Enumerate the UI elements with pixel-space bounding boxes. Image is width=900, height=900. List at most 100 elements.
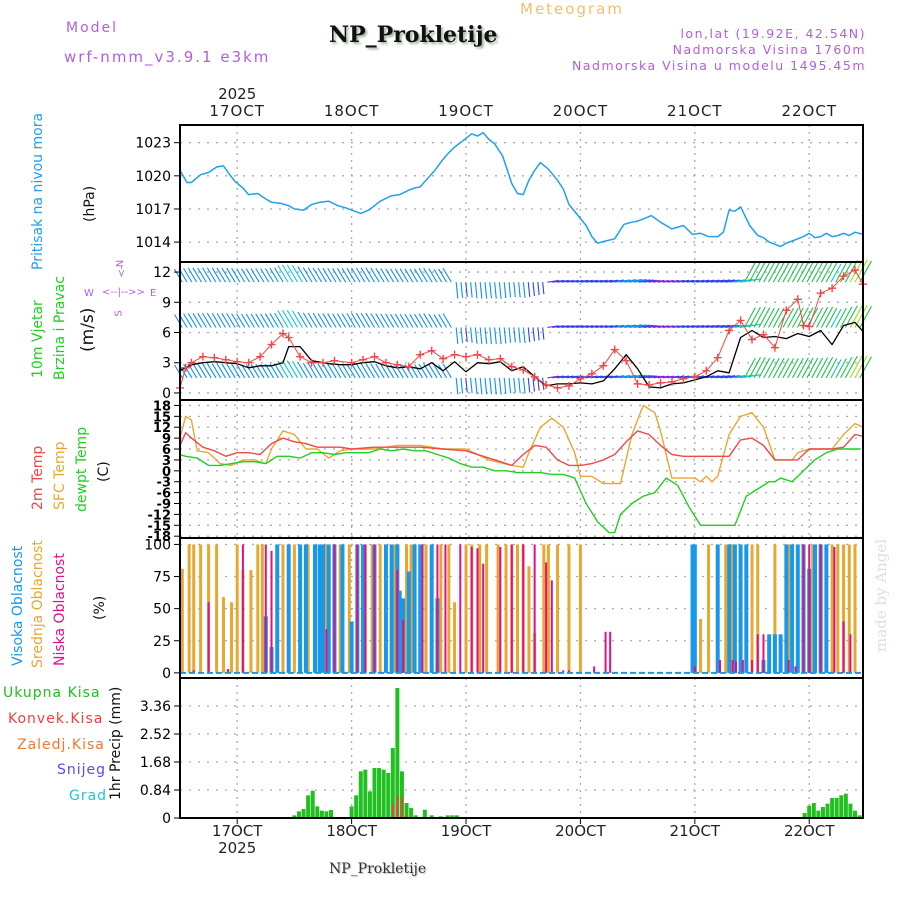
wind-barb (542, 327, 545, 340)
cloud-bar-mid (409, 544, 413, 673)
dewpt-temp-line (179, 448, 861, 534)
precip-bar (306, 795, 311, 818)
lonlat-label: lon,lat (19.92E, 42.54N) (680, 26, 866, 41)
precip-bar (802, 813, 807, 818)
wind-barb (566, 325, 579, 329)
cloud-bar-high (298, 544, 303, 673)
top-date-label: 20OCT (553, 102, 609, 120)
wind-barb (522, 282, 526, 298)
wind-gust-marker (370, 352, 379, 361)
wind-barb (399, 364, 409, 379)
wind-barb (609, 324, 625, 329)
wind-barb (216, 312, 227, 328)
wind-barb (484, 282, 488, 299)
wind-barb (206, 363, 217, 379)
wind-barb (414, 268, 424, 283)
wind-barb (281, 309, 294, 328)
wind-barb (710, 375, 725, 379)
wind-barb (556, 325, 569, 329)
cloud-bar-mid (180, 568, 184, 673)
wind-barb (404, 268, 414, 283)
wind-gust-marker (564, 381, 573, 390)
wind-barb (677, 279, 690, 283)
wind-barb (404, 313, 414, 328)
cloud-bar-low (402, 620, 405, 673)
wind-barb (474, 282, 478, 299)
wind-gust-marker (690, 372, 699, 381)
wind-barb (667, 375, 680, 379)
wind-barb (830, 359, 842, 379)
cloud-bar-high (790, 544, 795, 673)
wind-barb (532, 377, 535, 392)
wind-barb (250, 313, 260, 328)
cloud-bar-mid (464, 544, 468, 673)
wind-barb (442, 363, 452, 379)
precip-bar (386, 773, 391, 818)
wind-barb (399, 268, 409, 283)
wind-barb (518, 282, 521, 298)
cloud-bar-mid (699, 618, 703, 673)
wind-barb (758, 357, 771, 379)
wind-barb (260, 313, 270, 328)
cloud-bar-mid (485, 544, 489, 673)
y-tick-label: 0 (162, 465, 171, 480)
wind-barb (643, 324, 657, 329)
precip-bar (843, 793, 848, 818)
wind-barb (221, 267, 231, 283)
precip-bar (811, 803, 816, 818)
wind-gust-marker (725, 326, 734, 335)
wind-barb (806, 357, 819, 379)
cloud-bar-high (732, 544, 737, 673)
wind-barb (231, 363, 241, 379)
wind-barb (696, 325, 710, 329)
precip-bar (315, 806, 320, 818)
footer-station: NP_Prokletije (329, 861, 427, 877)
wind-barb (274, 267, 284, 283)
cloud-bar-low (510, 544, 513, 673)
wind-gust-marker (221, 355, 230, 364)
cloud-bar-mid (439, 544, 443, 673)
wind-gust-marker (850, 266, 859, 275)
y-tick-label: 50 (153, 602, 171, 618)
wind-barb (677, 325, 690, 329)
wind-barb (629, 324, 647, 329)
data-layer (174, 131, 872, 819)
wind-barb (274, 363, 284, 379)
wind-barb (479, 282, 483, 299)
y-tick-label: 1.68 (140, 755, 171, 771)
cloud-bar-low (545, 562, 548, 673)
wind-barb (710, 279, 725, 283)
cloud-bar-mid (504, 544, 508, 673)
wind-barb (286, 264, 299, 283)
wind-barb (720, 279, 736, 283)
wind-barb (571, 375, 584, 379)
precip-bar (372, 768, 377, 818)
wind-barb (624, 374, 643, 379)
wind-gust-marker (330, 356, 339, 365)
cloud-bar-mid (556, 544, 560, 673)
wind-gust-marker (244, 358, 253, 367)
wind-barb (277, 310, 289, 328)
wind-barb (336, 313, 347, 328)
wind-barb (701, 279, 715, 283)
wind-barb (672, 325, 685, 329)
wind-barb (202, 267, 212, 283)
page-title: NP_Prokletije (329, 22, 498, 48)
cloud-bar-low (499, 546, 502, 673)
wind-barb (849, 259, 863, 283)
wind-barb (816, 306, 829, 328)
precip-bar (429, 815, 434, 818)
wind-barb (532, 282, 535, 296)
wind-barb (206, 267, 217, 283)
wind-barb (835, 358, 847, 379)
y-tick-label: 6 (162, 443, 171, 458)
precip-bar (329, 810, 334, 818)
y-tick-label: 0 (162, 666, 171, 682)
wind-barb (748, 357, 761, 379)
cloud-bar-low (270, 550, 273, 673)
cloud-bar-high (286, 544, 291, 673)
wind-barb (844, 355, 858, 379)
wind-barb (522, 377, 526, 394)
wind-barb (351, 363, 361, 379)
